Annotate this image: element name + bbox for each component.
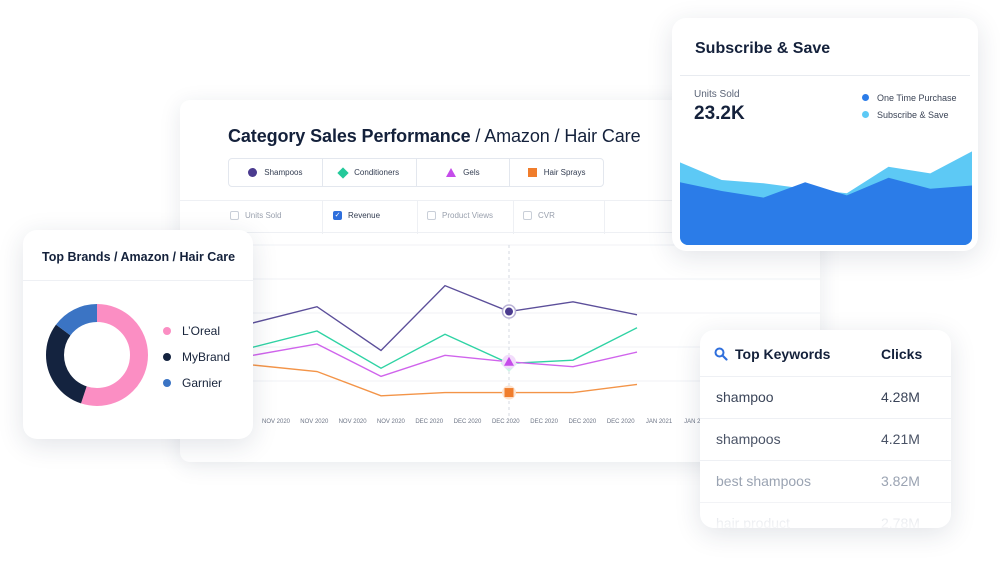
legend-item-shampoos[interactable]: Shampoos (229, 159, 323, 186)
brand-label: Garnier (182, 376, 223, 390)
x-tick-label: DEC 2020 (530, 419, 558, 425)
divider (23, 280, 253, 281)
x-tick-label: NOV 2020 (300, 419, 329, 425)
brands-donut-chart (46, 304, 148, 406)
x-tick-label: DEC 2020 (492, 419, 520, 425)
units-sold-label: Units Sold (694, 89, 740, 100)
legend-item-hair-sprays[interactable]: Hair Sprays (510, 159, 603, 186)
legend-dot-icon (163, 353, 171, 361)
checkbox-checked-icon[interactable]: ✓ (333, 211, 342, 220)
legend-label: Shampoos (264, 168, 303, 177)
legend-item-conditioners[interactable]: Conditioners (323, 159, 417, 186)
keyword-text: hair product (716, 515, 790, 528)
area-group (680, 151, 972, 245)
series-line-gels (189, 343, 638, 378)
brands-legend: L’Oreal MyBrand Garnier (163, 318, 230, 396)
legend-label: Gels (463, 168, 480, 177)
keyword-row[interactable]: shampoos 4.21M (700, 419, 951, 461)
divider (513, 201, 514, 234)
x-tick-label: DEC 2020 (607, 419, 635, 425)
brand-item-loreal[interactable]: L’Oreal (163, 318, 230, 344)
legend-label: Hair Sprays (543, 168, 586, 177)
keyword-clicks: 4.21M (881, 431, 920, 447)
x-tick-label: NOV 2020 (339, 419, 368, 425)
top-keywords-card: Top Keywords Clicks shampoo 4.28M shampo… (700, 330, 951, 528)
series-line-hair-sprays (189, 364, 638, 397)
metric-units-sold[interactable]: Units Sold (230, 211, 281, 220)
square-marker-icon (527, 168, 537, 177)
divider (604, 201, 605, 234)
keyword-row[interactable]: hair product 2.78M (700, 503, 951, 528)
x-tick-label: JAN 2021 (646, 419, 673, 425)
x-tick-label: DEC 2020 (415, 419, 443, 425)
metric-label: Revenue (348, 211, 381, 220)
legend-item-one-time-purchase[interactable]: One Time Purchase (862, 89, 957, 106)
keyword-text: shampoos (716, 431, 781, 447)
series-line-conditioners (189, 327, 638, 370)
category-sales-title-breadcrumb: / Amazon / Hair Care (470, 126, 641, 146)
checkbox-icon[interactable] (427, 211, 436, 220)
keyword-row[interactable]: shampoo 4.28M (700, 377, 951, 419)
subscribe-area-chart (680, 151, 972, 245)
category-sales-title: Category Sales Performance / Amazon / Ha… (228, 126, 641, 147)
keywords-header: Top Keywords Clicks (700, 330, 951, 377)
keyword-clicks: 3.82M (881, 473, 920, 489)
metric-label: Product Views (442, 211, 493, 220)
keyword-text: shampoo (716, 389, 774, 405)
keyword-clicks: 2.78M (881, 515, 920, 528)
legend-label: Conditioners (354, 168, 400, 177)
keyword-text: best shampoos (716, 473, 811, 489)
divider (417, 201, 418, 234)
area-one-time-purchase (680, 177, 972, 245)
metric-label: Units Sold (245, 211, 282, 220)
metric-label: CVR (538, 211, 555, 220)
series-point-hair-sprays (504, 388, 514, 398)
legend-label: Subscribe & Save (877, 109, 949, 120)
units-sold-value: 23.2K (694, 103, 745, 124)
search-icon[interactable] (714, 347, 728, 361)
x-tick-label: DEC 2020 (569, 419, 597, 425)
legend-dot-icon (862, 111, 869, 118)
checkbox-icon[interactable] (230, 211, 239, 220)
x-tick-label: NOV 2020 (377, 419, 406, 425)
triangle-marker-icon (446, 168, 457, 177)
keywords-title: Top Keywords (735, 346, 831, 362)
legend-label: One Time Purchase (877, 92, 957, 103)
brand-item-garnier[interactable]: Garnier (163, 370, 230, 396)
x-tick-label: DEC 2020 (454, 419, 482, 425)
checkbox-icon[interactable] (523, 211, 532, 220)
metric-selector: Units Sold ✓ Revenue Product Views CVR (180, 200, 820, 234)
brand-item-mybrand[interactable]: MyBrand (163, 344, 230, 370)
top-brands-card: Top Brands / Amazon / Hair Care L’Oreal … (23, 230, 253, 439)
divider (322, 201, 323, 234)
series-point-shampoos (505, 307, 513, 316)
x-tick-label: NOV 2020 (262, 419, 291, 425)
legend-dot-icon (862, 94, 869, 101)
circle-marker-icon (248, 168, 258, 177)
divider (680, 75, 970, 76)
metric-revenue[interactable]: ✓ Revenue (333, 211, 380, 220)
legend-item-subscribe-save[interactable]: Subscribe & Save (862, 106, 957, 123)
metric-product-views[interactable]: Product Views (427, 211, 493, 220)
legend-item-gels[interactable]: Gels (417, 159, 511, 186)
metric-cvr[interactable]: CVR (523, 211, 555, 220)
top-brands-title: Top Brands / Amazon / Hair Care (42, 250, 236, 264)
keyword-row[interactable]: best shampoos 3.82M (700, 461, 951, 503)
donut-slice-mybrand (46, 304, 148, 406)
category-sales-title-main: Category Sales Performance (228, 126, 471, 146)
legend-dot-icon (163, 327, 171, 335)
clicks-column-header: Clicks (881, 346, 923, 362)
series-point-gels (504, 356, 514, 366)
brand-label: L’Oreal (182, 324, 221, 338)
series-line-shampoos (189, 284, 638, 352)
subscribe-save-card: Subscribe & Save Units Sold 23.2K One Ti… (672, 18, 978, 251)
legend-dot-icon (163, 379, 171, 387)
keyword-clicks: 4.28M (881, 389, 920, 405)
subscribe-legend: One Time Purchase Subscribe & Save (862, 89, 957, 123)
brand-label: MyBrand (182, 350, 231, 364)
x-tick-label: JAN 2021 (684, 419, 711, 425)
subscribe-save-title: Subscribe & Save (695, 40, 831, 57)
series-legend: Shampoos Conditioners Gels Hair Sprays (228, 158, 604, 187)
donut-slice-garnier (46, 304, 148, 406)
